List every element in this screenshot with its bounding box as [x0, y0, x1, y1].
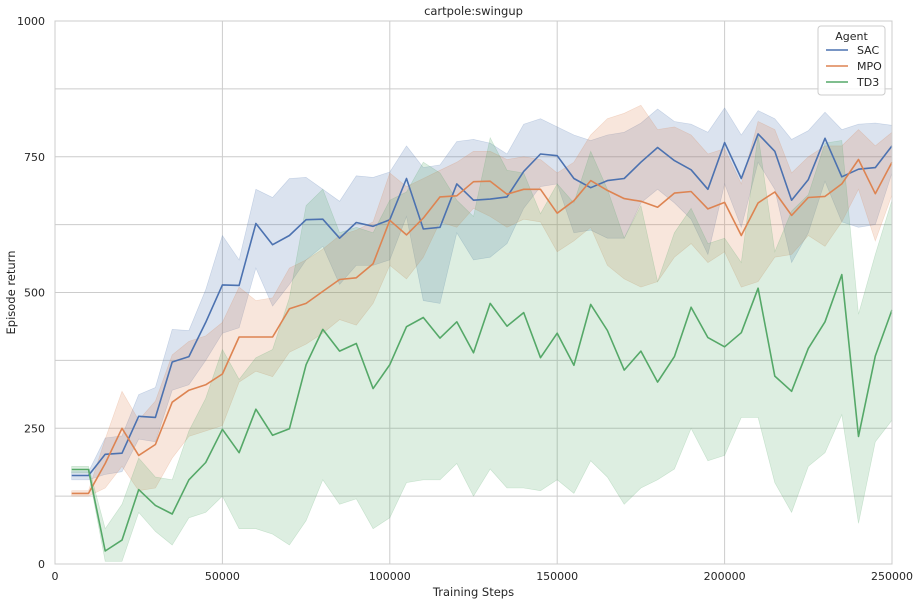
x-tick-label: 250000 [871, 570, 913, 583]
line-td3 [71, 273, 893, 552]
line-sac [71, 133, 893, 477]
legend: Agent SAC MPO TD3 [817, 25, 886, 96]
x-tick-label: 50000 [205, 570, 240, 583]
y-tick-label: 750 [24, 151, 45, 164]
series-lines [71, 133, 893, 552]
chart-title: cartpole:swingup [424, 4, 523, 18]
legend-box [817, 25, 886, 96]
x-tick-label: 150000 [536, 570, 578, 583]
line-mpo [71, 158, 893, 495]
y-tick-label: 0 [38, 558, 45, 571]
y-tick-label: 500 [24, 287, 45, 300]
x-tick-label: 200000 [704, 570, 746, 583]
legend-label-mpo: MPO [857, 60, 882, 73]
x-tick-label: 100000 [369, 570, 411, 583]
y-tick-label: 250 [24, 422, 45, 435]
legend-title: Agent [835, 30, 868, 43]
legend-label-sac: SAC [857, 44, 880, 57]
tick-labels: 0 50000 100000 150000 200000 250000 0 250 500 750… [17, 15, 913, 583]
plot-frame [54, 20, 893, 565]
y-axis-title: Episode return [4, 251, 18, 335]
x-axis-title: Training Steps [432, 585, 514, 599]
legend-label-td3: TD3 [856, 76, 879, 89]
x-tick-label: 0 [52, 570, 59, 583]
legend-items: SAC MPO TD3 [826, 44, 882, 89]
y-tick-label: 1000 [17, 15, 45, 28]
